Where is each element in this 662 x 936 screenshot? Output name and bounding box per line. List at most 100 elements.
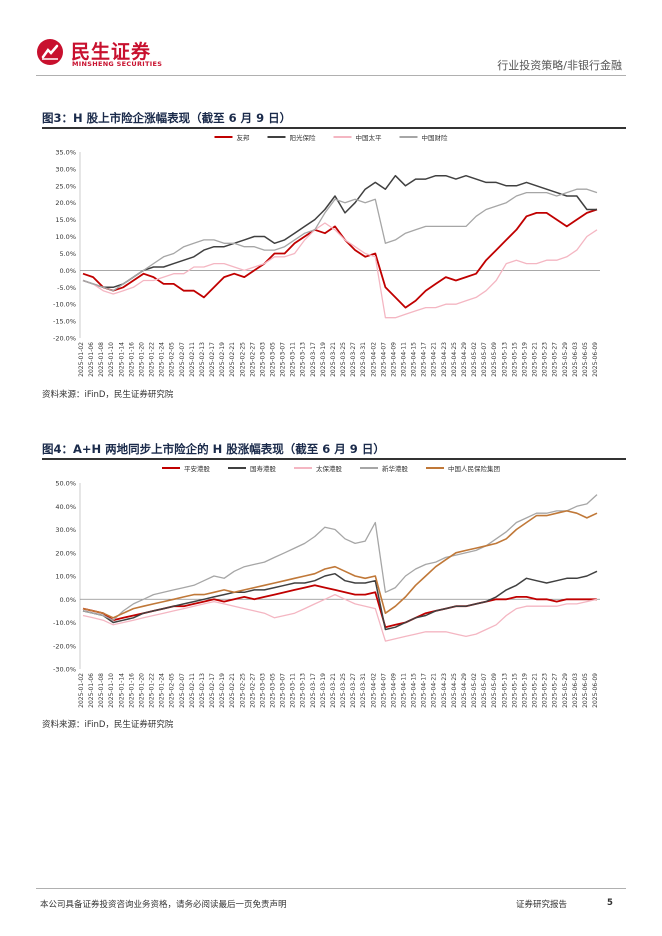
x-tick-label: 2025-02-07 (179, 673, 186, 708)
y-tick-label: 30.0% (55, 526, 76, 534)
y-tick-label: 10.0% (55, 233, 76, 241)
y-tick-label: 0.0% (59, 596, 76, 604)
x-tick-label: 2025-04-21 (431, 673, 438, 708)
footer-divider (36, 888, 626, 889)
x-tick-label: 2025-05-29 (562, 673, 569, 708)
x-tick-label: 2025-01-06 (88, 673, 95, 708)
x-tick-label: 2025-03-27 (350, 673, 357, 708)
x-tick-label: 2025-03-03 (259, 342, 266, 377)
x-tick-label: 2025-05-21 (532, 673, 539, 708)
series-line (82, 584, 597, 629)
x-tick-label: 2025-03-07 (280, 673, 287, 708)
y-tick-label: -20.0% (53, 642, 76, 650)
y-tick-label: -20.0% (53, 335, 76, 343)
x-tick-label: 2025-03-25 (340, 673, 347, 708)
y-tick-label: 20.0% (55, 199, 76, 207)
x-tick-label: 2025-04-02 (370, 673, 377, 708)
series-line (82, 188, 598, 292)
series-line (82, 510, 598, 619)
page-header: 民生证券 MINSHENG SECURITIES 行业投资策略/非银行金融 (0, 0, 662, 78)
x-tick-label: 2025-04-21 (431, 342, 438, 377)
y-tick-label: 30.0% (55, 165, 76, 173)
series-line (82, 222, 598, 319)
y-tick-label: 10.0% (55, 573, 76, 581)
x-tick-label: 2025-04-11 (401, 342, 408, 377)
figure-4-rule (42, 458, 626, 460)
x-tick-label: 2025-01-10 (108, 673, 115, 708)
x-tick-label: 2025-05-29 (562, 342, 569, 377)
x-tick-label: 2025-05-27 (552, 673, 559, 708)
x-tick-label: 2025-05-02 (471, 342, 478, 377)
brand-name-cn: 民生证券 (71, 41, 152, 63)
y-tick-label: -5.0% (57, 284, 76, 292)
x-tick-label: 2025-03-17 (310, 342, 317, 377)
x-tick-label: 2025-02-21 (229, 342, 236, 377)
x-tick-label: 2025-05-07 (481, 342, 488, 377)
x-tick-label: 2025-02-05 (169, 342, 176, 377)
x-tick-label: 2025-01-22 (149, 673, 156, 708)
x-tick-label: 2025-05-27 (552, 342, 559, 377)
x-tick-label: 2025-04-02 (370, 342, 377, 377)
legend-label: 阳光保险 (290, 133, 317, 142)
x-tick-label: 2025-03-27 (350, 342, 357, 377)
x-tick-label: 2025-01-24 (159, 342, 166, 377)
figure-4-chart: 平安港股 国寿港股 太保港股 新华港股 中国人民保险集团 -30.0% -20.0% -10.… (53, 464, 600, 708)
x-tick-label: 2025-05-15 (511, 673, 518, 708)
figure-4-source: 资料来源：iFinD，民生证券研究院 (42, 720, 174, 730)
x-tick-label: 2025-01-08 (98, 673, 105, 708)
figure-3-rule (42, 127, 626, 129)
y-tick-label: 35.0% (55, 149, 76, 157)
x-tick-label: 2025-04-15 (411, 673, 418, 708)
x-tick-label: 2025-02-19 (219, 342, 226, 377)
x-tick-label: 2025-04-29 (461, 342, 468, 377)
legend-label: 新华港股 (382, 464, 409, 473)
x-tick-label: 2025-04-09 (390, 673, 397, 708)
x-tick-label: 2025-04-25 (451, 673, 458, 708)
x-tick-label: 2025-04-09 (390, 342, 397, 377)
x-tick-label: 2025-05-15 (511, 342, 518, 377)
x-tick-label: 2025-03-17 (310, 673, 317, 708)
x-tick-label: 2025-01-14 (118, 673, 125, 708)
x-tick-label: 2025-03-31 (360, 673, 367, 708)
x-tick-label: 2025-02-27 (249, 342, 256, 377)
x-tick-label: 2025-04-07 (380, 673, 387, 708)
y-tick-label: 20.0% (55, 549, 76, 557)
figure-3-source: 资料来源：iFinD，民生证券研究院 (42, 390, 174, 400)
x-tick-label: 2025-04-11 (401, 673, 408, 708)
x-tick-label: 2025-05-09 (491, 342, 498, 377)
report-section: 行业投资策略/非银行金融 (497, 59, 622, 72)
x-tick-label: 2025-01-20 (138, 342, 145, 377)
x-tick-label: 2025-01-16 (128, 673, 135, 708)
y-tick-label: 25.0% (55, 182, 76, 190)
x-tick-label: 2025-02-11 (189, 342, 196, 377)
y-tick-label: 0.0% (59, 267, 76, 275)
brand-name-en: MINSHENG SECURITIES (72, 60, 163, 68)
x-tick-label: 2025-05-19 (521, 342, 528, 377)
figure-4-title: 图4：A+H 两地同步上市险企的 H 股涨幅表现（截至 6 月 9 日） (42, 442, 385, 456)
x-tick-label: 2025-01-16 (128, 342, 135, 377)
x-tick-label: 2025-06-05 (582, 342, 589, 377)
x-tick-label: 2025-04-23 (441, 342, 448, 377)
x-tick-label: 2025-06-03 (572, 342, 579, 377)
x-tick-label: 2025-02-25 (239, 342, 246, 377)
x-tick-label: 2025-05-21 (532, 342, 539, 377)
x-tick-label: 2025-03-03 (259, 673, 266, 708)
x-tick-label: 2025-03-31 (360, 342, 367, 377)
x-tick-label: 2025-03-19 (320, 342, 327, 377)
x-tick-label: 2025-04-15 (411, 342, 418, 377)
y-tick-label: 15.0% (55, 216, 76, 224)
x-tick-label: 2025-04-17 (421, 673, 428, 708)
x-tick-label: 2025-01-22 (149, 342, 156, 377)
x-tick-label: 2025-04-29 (461, 673, 468, 708)
legend-label: 中国人民保险集团 (448, 464, 500, 473)
x-tick-label: 2025-02-19 (219, 673, 226, 708)
x-tick-label: 2025-01-10 (108, 342, 115, 377)
x-tick-label: 2025-03-07 (280, 342, 287, 377)
x-tick-label: 2025-03-13 (300, 342, 307, 377)
x-tick-label: 2025-02-05 (169, 673, 176, 708)
legend-label: 中国太平 (356, 133, 383, 142)
x-tick-label: 2025-02-21 (229, 673, 236, 708)
y-tick-label: 40.0% (55, 503, 76, 511)
y-tick-label: 50.0% (55, 480, 76, 488)
legend-label: 友邦 (237, 133, 251, 142)
